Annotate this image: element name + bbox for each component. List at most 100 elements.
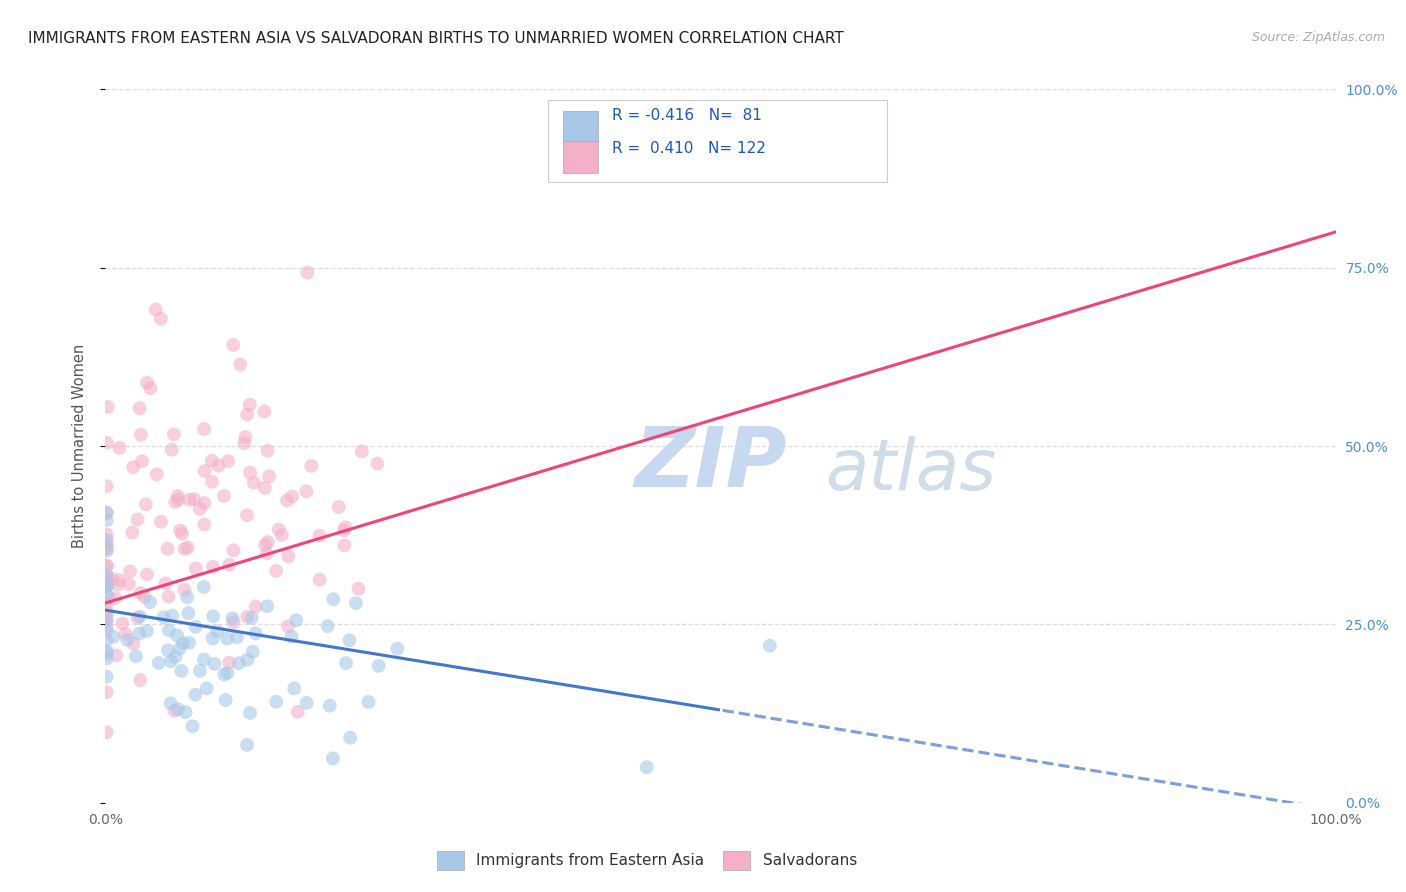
Point xyxy=(214,667,236,681)
Point xyxy=(128,401,150,416)
Point xyxy=(104,591,127,606)
Point xyxy=(101,572,124,586)
Point xyxy=(339,731,361,745)
Point xyxy=(96,572,118,586)
Point xyxy=(236,653,259,667)
Point xyxy=(129,673,152,687)
Point xyxy=(387,641,409,656)
Point xyxy=(107,577,129,591)
Point xyxy=(134,590,156,604)
Point xyxy=(96,571,118,585)
Point xyxy=(277,619,299,633)
Point xyxy=(253,404,276,418)
Point xyxy=(96,558,118,573)
Point xyxy=(131,454,153,468)
Point xyxy=(114,627,136,641)
Text: Source: ZipAtlas.com: Source: ZipAtlas.com xyxy=(1251,31,1385,45)
Point xyxy=(367,659,389,673)
Point xyxy=(207,458,229,473)
Point xyxy=(165,495,187,509)
Point xyxy=(96,574,118,589)
Point xyxy=(159,696,181,710)
Point xyxy=(350,444,373,458)
Point xyxy=(172,526,194,541)
Point xyxy=(160,608,183,623)
Point xyxy=(96,567,118,582)
Point xyxy=(283,681,305,696)
Point xyxy=(122,637,145,651)
Point xyxy=(120,565,142,579)
Point xyxy=(96,619,118,633)
Point xyxy=(136,376,159,390)
Point xyxy=(96,513,118,527)
Point xyxy=(167,492,190,507)
Point xyxy=(235,430,257,444)
Point xyxy=(277,549,299,564)
Point xyxy=(193,580,215,594)
Point xyxy=(217,454,239,468)
Point xyxy=(169,524,191,538)
Point xyxy=(328,500,350,514)
Point xyxy=(96,559,118,574)
Point xyxy=(96,613,118,627)
Point xyxy=(108,573,131,587)
Point xyxy=(136,567,159,582)
Point xyxy=(308,529,330,543)
Point xyxy=(188,664,211,678)
Point xyxy=(193,652,215,666)
Point xyxy=(344,596,367,610)
Point xyxy=(96,435,118,450)
Point xyxy=(169,641,191,656)
Point xyxy=(96,579,118,593)
Point xyxy=(97,591,120,605)
Point xyxy=(256,599,278,614)
Point xyxy=(96,544,118,558)
Point xyxy=(148,656,170,670)
Point xyxy=(217,665,239,680)
Point xyxy=(173,541,195,556)
Point xyxy=(201,454,224,468)
Point xyxy=(264,695,287,709)
Point xyxy=(285,613,308,627)
Point xyxy=(103,630,125,644)
Point xyxy=(163,427,186,442)
Point xyxy=(335,656,357,670)
Point xyxy=(96,670,118,684)
Point xyxy=(149,311,172,326)
Point xyxy=(218,558,240,572)
Point xyxy=(218,656,240,670)
Point xyxy=(96,614,118,628)
Point xyxy=(184,620,207,634)
Y-axis label: Births to Unmarried Women: Births to Unmarried Women xyxy=(72,344,87,548)
Point xyxy=(253,481,276,495)
Point xyxy=(195,681,218,696)
Point xyxy=(357,695,380,709)
Point xyxy=(174,705,197,719)
Point xyxy=(97,400,120,414)
Point xyxy=(108,441,131,455)
Point xyxy=(156,541,179,556)
Point xyxy=(222,615,245,630)
Point xyxy=(236,738,259,752)
Point xyxy=(96,725,118,739)
Text: ZIP: ZIP xyxy=(634,424,787,504)
Point xyxy=(139,595,162,609)
Point xyxy=(96,646,118,660)
Point xyxy=(183,492,205,507)
Point xyxy=(129,427,152,442)
Point xyxy=(96,605,118,619)
Point xyxy=(157,624,180,638)
Point xyxy=(139,381,162,395)
Point xyxy=(163,704,186,718)
Point xyxy=(319,698,342,713)
Point xyxy=(202,609,225,624)
Point xyxy=(236,408,259,422)
Point xyxy=(128,626,150,640)
Point xyxy=(105,648,128,663)
Point xyxy=(96,506,118,520)
Point xyxy=(245,626,267,640)
Point xyxy=(96,527,118,541)
Point xyxy=(233,436,256,450)
Point xyxy=(308,573,330,587)
Point xyxy=(366,457,388,471)
